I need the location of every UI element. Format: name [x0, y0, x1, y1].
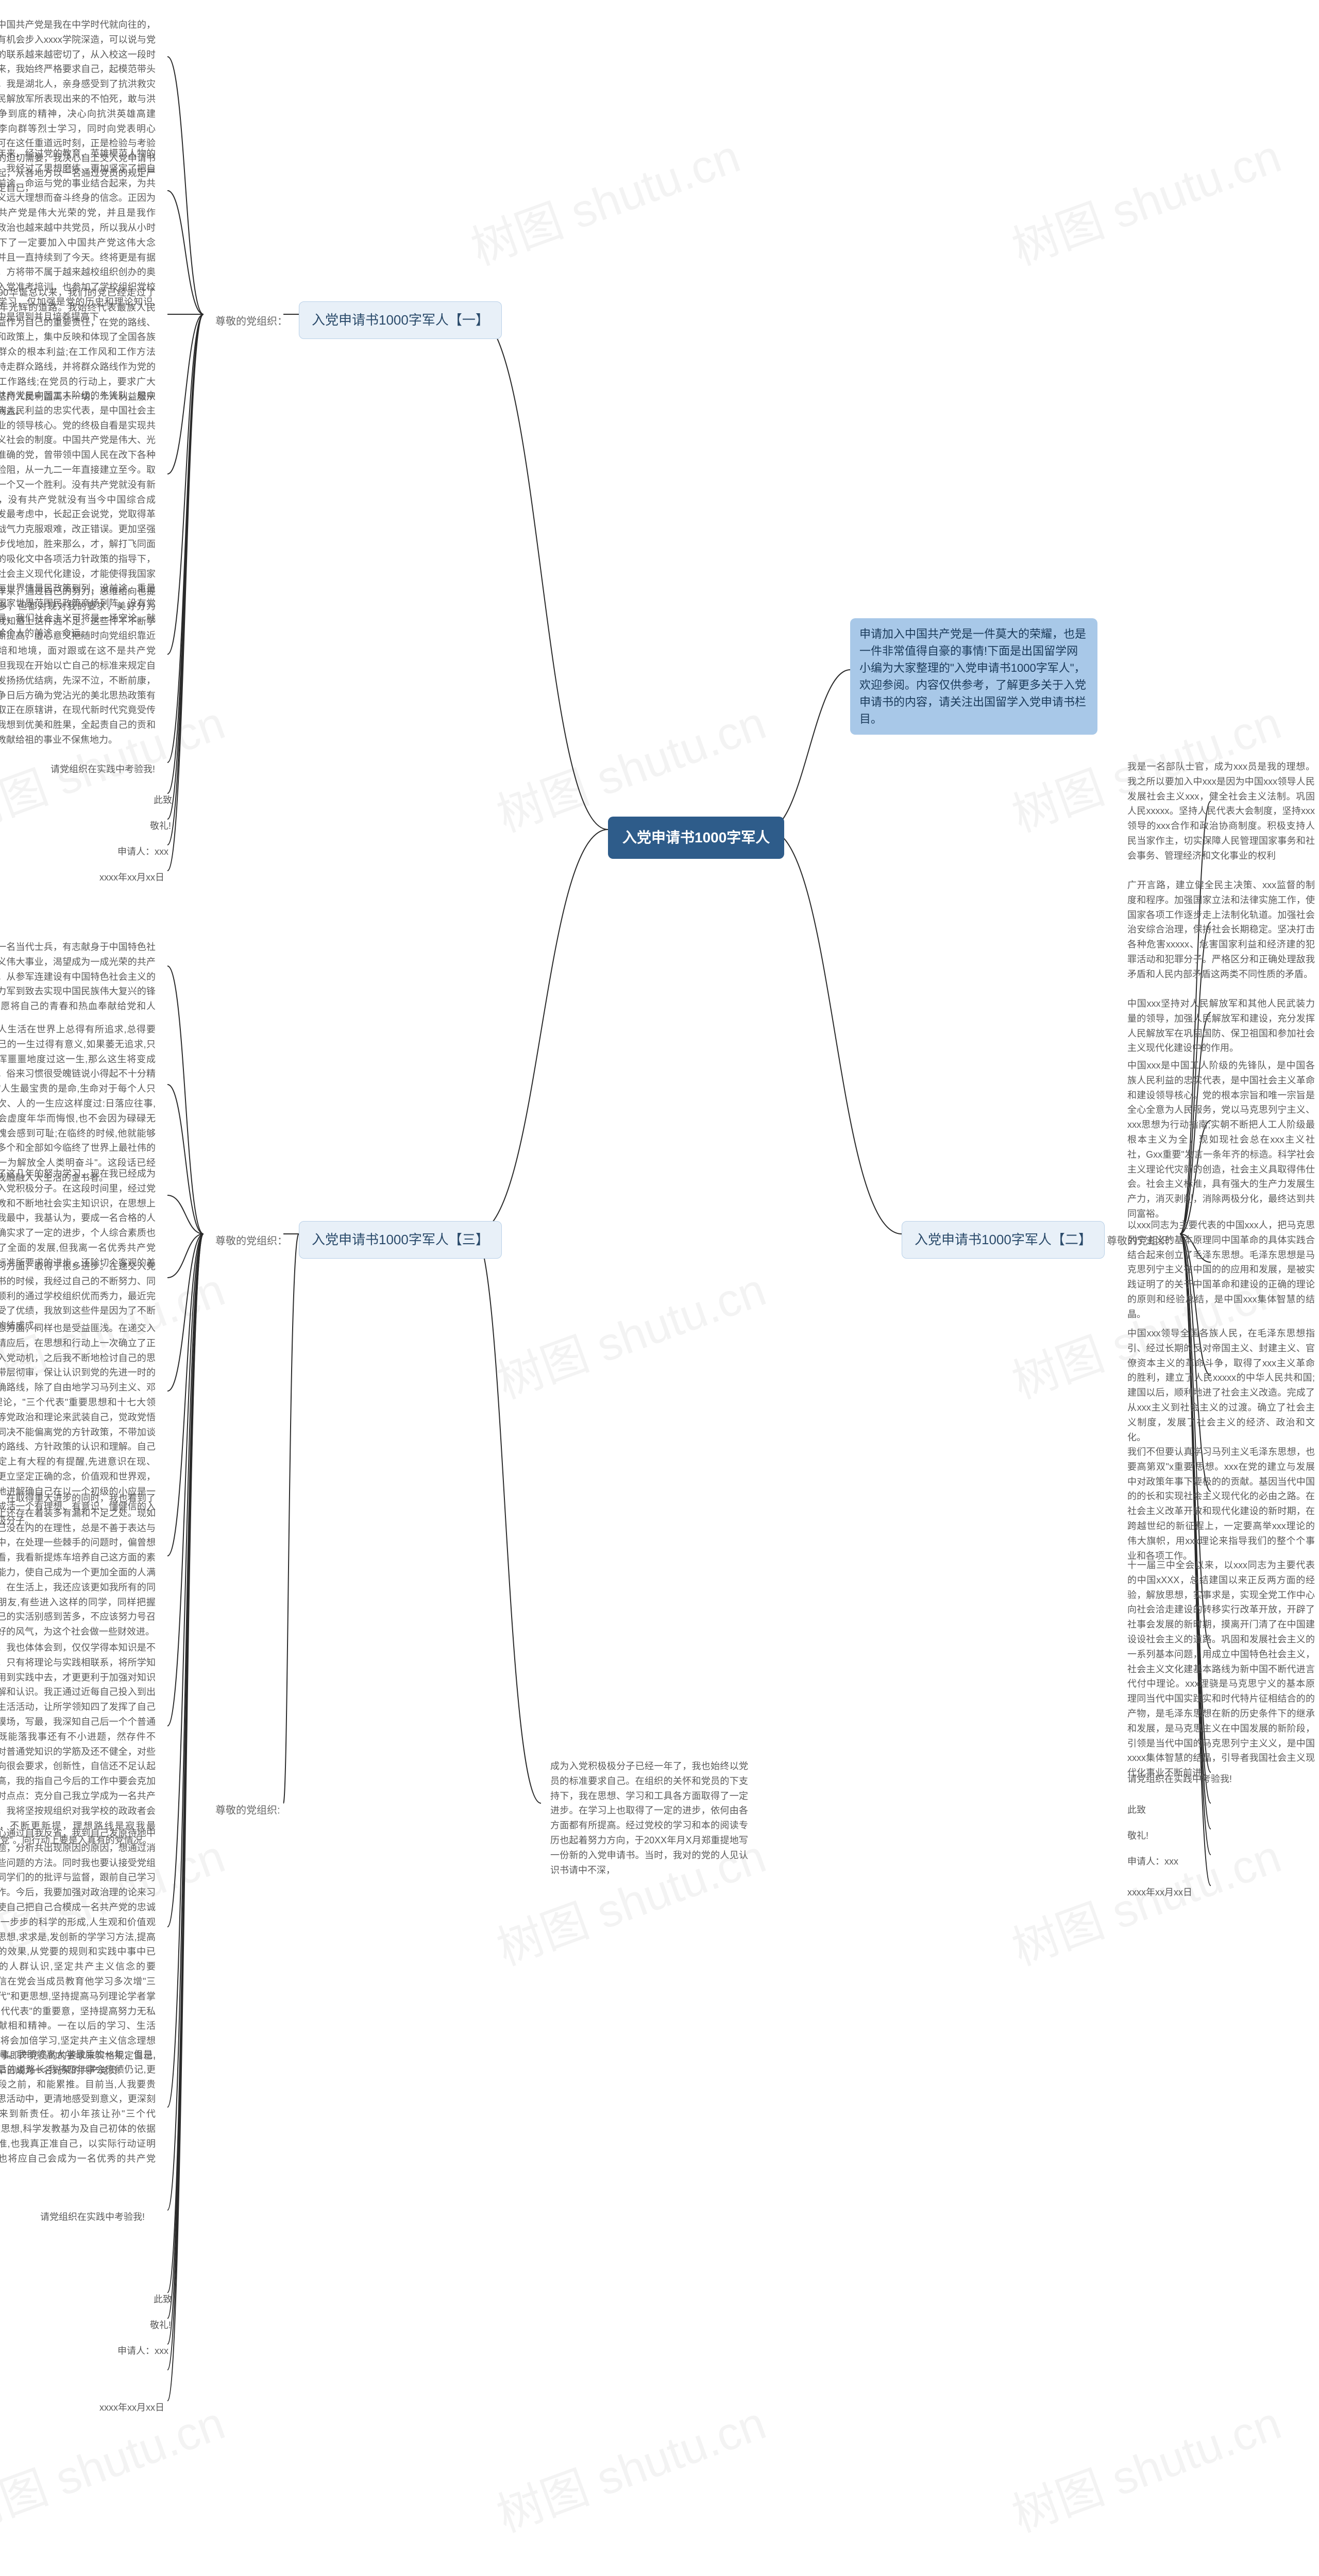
- watermark: 树图 shutu.cn: [1002, 2386, 1289, 2545]
- branch1-node[interactable]: 入党申请书1000字军人【一】: [299, 301, 502, 339]
- root-node[interactable]: 入党申请书1000字军人: [608, 817, 784, 859]
- branch3-p9: 转眼间，我即将离大学最后的一年，但是,今后后的道路长,我将四年事会庶绩仍记,更新…: [0, 2040, 165, 2188]
- intro-node[interactable]: 申请加入中国共产党是一件莫大的荣耀，也是一件非常值得自豪的事情!下面是出国留学网…: [850, 618, 1097, 735]
- branch2-p4: 中国xxx是中国工人阶级的先锋队，是中国各族人民利益的忠实代表，是中国社会主义革…: [1118, 1051, 1319, 1229]
- branch3-p6: 当然，在取得重大进步的同时，我也看到了自己上还存在着装多有漏和不足之处。现如我自…: [0, 1484, 165, 1647]
- watermark: 树图 shutu.cn: [486, 1252, 773, 1412]
- branch1-p5: 近几年来，通过自己的努力，思维给向也提升许多，但都对现对我的要求，美好分为共，我…: [0, 577, 165, 755]
- branch1-sig2: 敬礼!: [141, 811, 180, 841]
- branch2-p5: 以xxx同志为主要代表的中国xxx人，把马克思列宁主义的基本原理同中国革命的具体…: [1118, 1211, 1319, 1329]
- branch1-sig3: 申请人：xxx: [108, 837, 178, 867]
- branch2-p1: 我是一名部队士官，成为xxx员是我的理想。我之所以要加入中xxx是因为中国xxx…: [1118, 752, 1319, 871]
- branch3-label: 尊敬的党组织：: [206, 1226, 297, 1256]
- branch2-p6: 中国xxx领导全国各族人民，在毛泽东思想指引、经过长期的反对帝国主义、封建主义、…: [1118, 1319, 1319, 1452]
- branch2-sig2: 敬礼!: [1118, 1821, 1158, 1851]
- watermark: 树图 shutu.cn: [461, 119, 748, 278]
- branch3-closing: 请党组织在实践中考验我!: [31, 2202, 227, 2232]
- branch3-node[interactable]: 入党申请书1000字军人【三】: [299, 1221, 502, 1259]
- branch1-sig4: xxxx年xx月xx日: [90, 863, 174, 892]
- branch1-label: 尊敬的党组织：: [206, 307, 297, 336]
- branch3-sig3: 申请人：xxx: [108, 2336, 178, 2366]
- branch2-p2: 广开言路，建立健全民主决策、xxx监督的制度和程序。加强国家立法和法律实施工作，…: [1118, 871, 1319, 989]
- watermark: 树图 shutu.cn: [1002, 119, 1289, 278]
- branch3-sig2: 敬礼!: [141, 2311, 180, 2340]
- closing2-intro: 成为入党积极极分子已经一年了，我也始终以党员的标准要求自己。在组织的关怀和党员的…: [541, 1752, 757, 1885]
- branch2-p8: 十一届三中全会以来，以xxx同志为主要代表的中国xXXX，总结建国以来正反两方面…: [1118, 1551, 1319, 1788]
- watermark: 树图 shutu.cn: [486, 2386, 773, 2545]
- branch3-sig1: 此致: [144, 2285, 181, 2314]
- branch1-closing: 请党组织在实践中考验我!: [41, 755, 237, 784]
- branch3-sig4: xxxx年xx月xx日: [90, 2393, 174, 2422]
- closing2-label: 尊敬的党组织:: [206, 1795, 290, 1825]
- branch2-sig1: 此致: [1118, 1795, 1155, 1825]
- branch1-sig1: 此致: [144, 786, 181, 815]
- branch2-sig3: 申请人：xxx: [1118, 1847, 1188, 1876]
- branch2-closing: 请党组织在实践中考验我!: [1118, 1765, 1319, 1794]
- branch2-node[interactable]: 入党申请书1000字军人【二】: [902, 1221, 1105, 1259]
- branch2-sig4: xxxx年xx月xx日: [1118, 1878, 1202, 1907]
